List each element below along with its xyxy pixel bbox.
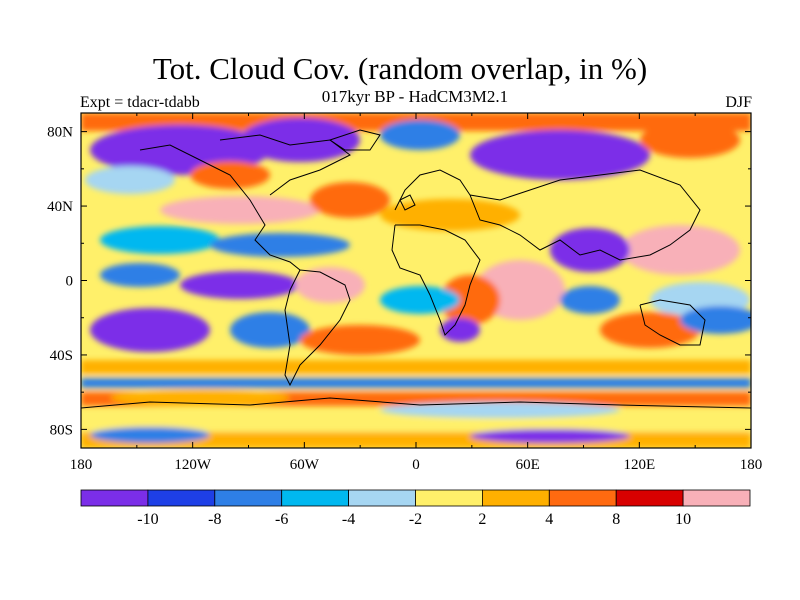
lon-tick-label: 180 — [740, 457, 763, 473]
colorbar-swatch — [682, 489, 751, 507]
lon-tick-label: 0 — [412, 457, 420, 473]
colorbar-swatch — [80, 489, 149, 507]
colorbar-label: 8 — [612, 511, 620, 528]
lon-tick-label: 180 — [70, 457, 93, 473]
colorbar-swatch — [548, 489, 617, 507]
lon-tick-label: 60W — [290, 457, 320, 473]
colorbar-swatch — [615, 489, 684, 507]
axis-ticks — [80, 113, 752, 448]
lon-tick-label: 120E — [623, 457, 655, 473]
colorbar-label: 2 — [478, 511, 486, 528]
lat-tick-label: 80S — [50, 422, 73, 438]
colorbar-labels: -10 -8 -6 -4 -2 2 4 8 10 — [137, 511, 691, 528]
experiment-label: Expt = tdacr-tdabb — [80, 94, 200, 111]
lat-tick-label: 40N — [47, 199, 73, 215]
colorbar-swatch — [214, 489, 283, 507]
lat-tick-label: 0 — [66, 274, 74, 290]
colorbar-label: -8 — [208, 511, 221, 528]
lon-tick-label: 60E — [516, 457, 540, 473]
colorbar-label: -2 — [409, 511, 422, 528]
map-title: Tot. Cloud Cov. (random overlap, in %) — [152, 51, 648, 86]
colorbar-label: 10 — [675, 511, 691, 528]
colorbar-label: 4 — [545, 511, 553, 528]
axis-tick-labels: 180 120W 60W 0 60E 120E 180 80N 40N 0 40S 80S — [47, 125, 762, 473]
coastlines — [81, 129, 751, 409]
map-subtitle: 017kyr BP - HadCM3M2.1 — [321, 87, 509, 106]
colorbar-swatch — [348, 489, 416, 507]
colorbar-swatch — [481, 489, 550, 507]
colorbar-label: -4 — [342, 511, 355, 528]
cloud-cover-field — [81, 113, 751, 448]
colorbar-swatch — [147, 489, 216, 507]
lat-tick-label: 40S — [50, 348, 73, 364]
colorbar-swatch — [281, 489, 350, 507]
lat-tick-label: 80N — [47, 125, 73, 141]
season-label: DJF — [725, 94, 752, 111]
colorbar-label: -6 — [275, 511, 288, 528]
colorbar-swatch — [415, 489, 483, 507]
lon-tick-label: 120W — [174, 457, 212, 473]
colorbar-label: -10 — [137, 511, 158, 528]
colorbar — [80, 489, 751, 507]
